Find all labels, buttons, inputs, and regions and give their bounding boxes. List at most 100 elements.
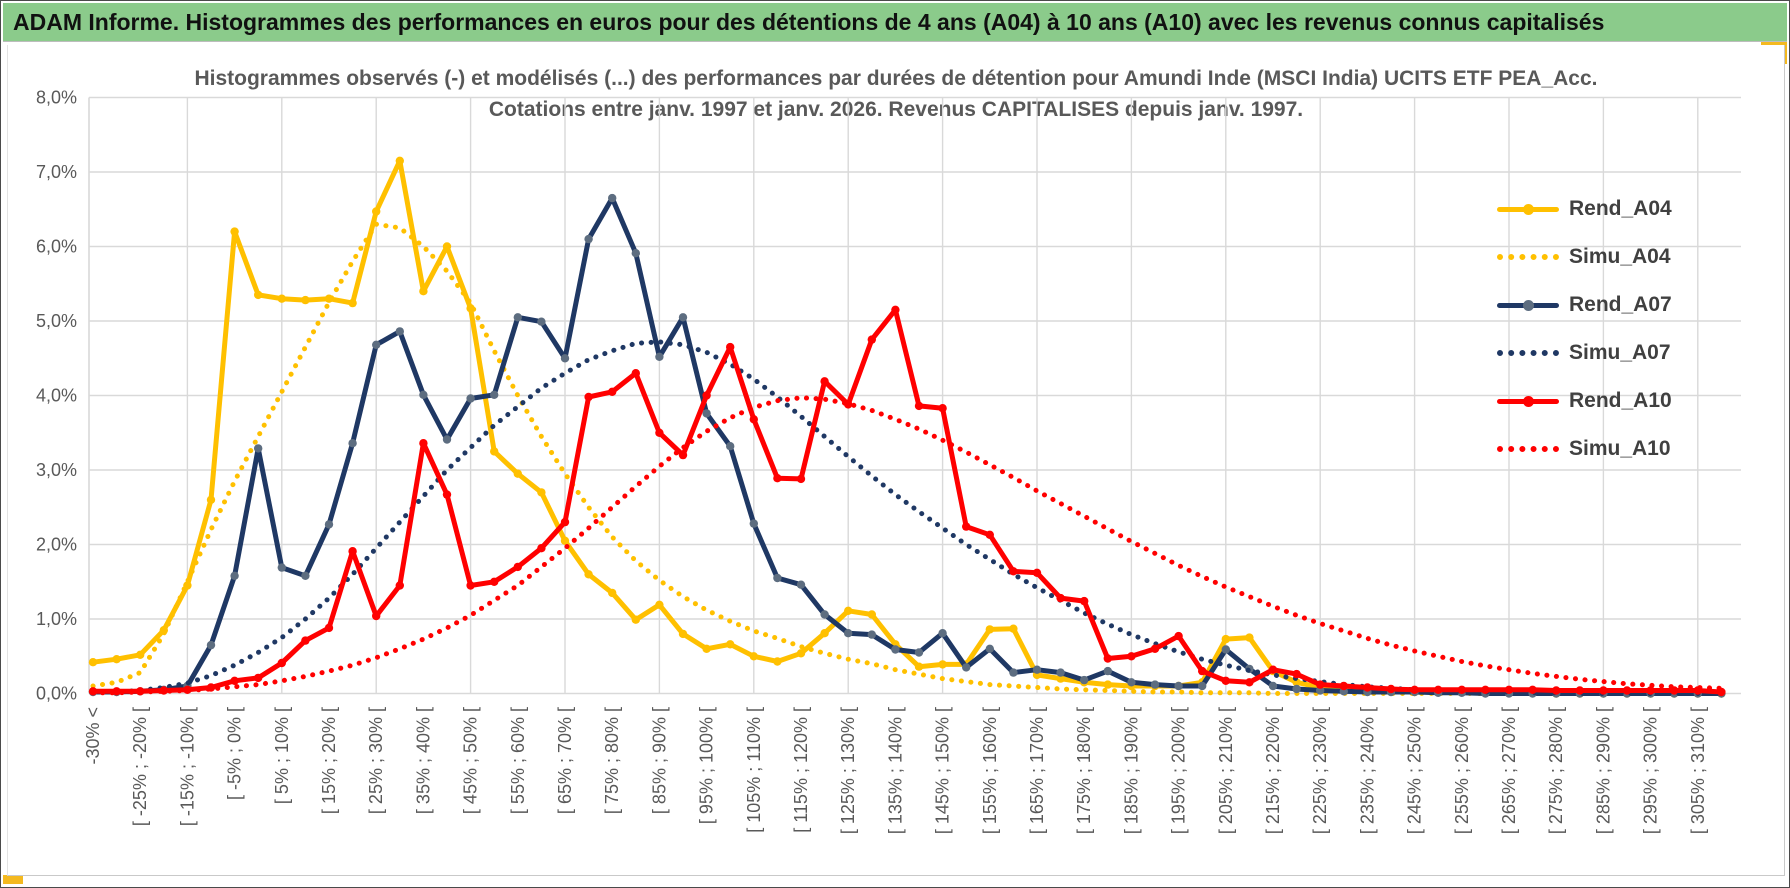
- marker-Rend_A10: [513, 562, 522, 572]
- marker-Rend_A10: [1245, 678, 1254, 687]
- marker-Rend_A04: [112, 655, 121, 664]
- chart-object-frame[interactable]: [7, 45, 1785, 876]
- x-axis-label: -30% <: [83, 707, 103, 765]
- marker-Rend_A10: [348, 547, 357, 556]
- marker-Rend_A07: [301, 571, 310, 580]
- marker-Rend_A10: [1221, 676, 1231, 685]
- y-axis-label: 2,0%: [36, 535, 77, 555]
- x-axis-label: [ 135% ; 140% [: [885, 707, 905, 834]
- marker-Rend_A10: [372, 611, 381, 621]
- marker-Rend_A04: [136, 650, 145, 659]
- series-Simu_A10: [90, 395, 1724, 696]
- marker-Rend_A10: [608, 387, 617, 396]
- marker-Rend_A04: [372, 207, 381, 216]
- marker-Rend_A07: [726, 442, 735, 451]
- legend-entry-Rend_A07[interactable]: Rend_A07: [1497, 281, 1727, 329]
- x-axis-label: [ 225% ; 230% [: [1310, 707, 1330, 834]
- legend-entry-Rend_A04[interactable]: Rend_A04: [1497, 185, 1727, 233]
- marker-Rend_A07: [773, 573, 782, 583]
- y-axis-label: 0,0%: [36, 684, 77, 704]
- marker-Rend_A04: [773, 657, 782, 666]
- x-axis-label: [ 25% ; 30% [: [366, 707, 386, 814]
- marker-Rend_A10: [1056, 593, 1065, 603]
- marker-Rend_A07: [206, 640, 216, 650]
- marker-swatch: [1523, 204, 1534, 215]
- marker-Rend_A10: [867, 335, 876, 344]
- x-axis-label: [ 235% ; 240% [: [1357, 707, 1377, 834]
- marker-Rend_A07: [372, 340, 381, 349]
- x-axis-label: [ 145% ; 150% [: [933, 707, 953, 834]
- marker-Rend_A07: [348, 439, 357, 448]
- marker-Rend_A10: [442, 490, 452, 499]
- x-axis-label: [ -15% ; -10% [: [177, 707, 197, 826]
- banner: ADAM Informe. Histogrammes des performan…: [3, 3, 1787, 42]
- marker-Rend_A04: [230, 227, 239, 236]
- legend-sample-dotted-line: [1497, 347, 1559, 359]
- marker-Rend_A04: [867, 610, 876, 619]
- marker-Rend_A04: [348, 298, 357, 308]
- legend-sample-solid-line: [1497, 203, 1559, 215]
- x-axis-label: [ 205% ; 210% [: [1216, 707, 1236, 834]
- marker-Rend_A10: [773, 474, 782, 483]
- marker-Rend_A07: [1080, 675, 1089, 685]
- marker-swatch: [1523, 300, 1534, 311]
- marker-Rend_A07: [490, 390, 499, 399]
- marker-Rend_A07: [1316, 686, 1325, 695]
- marker-Rend_A10: [1009, 567, 1018, 576]
- x-axis-label: [ 45% ; 50% [: [461, 707, 481, 814]
- marker-Rend_A10: [1316, 680, 1325, 689]
- marker-Rend_A07: [277, 563, 286, 572]
- marker-Rend_A04: [254, 290, 263, 300]
- marker-Rend_A10: [1599, 686, 1608, 695]
- chart-title-line1: Histogrammes observés (-) et modélisés (…: [194, 67, 1598, 90]
- dotted-line-swatch: [1497, 350, 1559, 356]
- marker-Rend_A10: [962, 522, 971, 531]
- x-axis-label: [ 15% ; 20% [: [319, 707, 339, 814]
- x-axis-label: [ 85% ; 90% [: [649, 707, 669, 814]
- marker-Rend_A04: [584, 570, 593, 579]
- marker-Rend_A04: [914, 662, 924, 671]
- x-axis-label: [ 75% ; 80% [: [602, 707, 622, 814]
- marker-Rend_A10: [914, 401, 924, 411]
- marker-Rend_A10: [1127, 652, 1136, 661]
- y-axis-label: 3,0%: [36, 460, 77, 480]
- marker-Rend_A10: [537, 544, 546, 553]
- marker-Rend_A10: [1622, 686, 1632, 695]
- y-axis-label: 7,0%: [36, 162, 77, 182]
- marker-swatch: [1523, 396, 1534, 407]
- marker-Rend_A10: [820, 377, 829, 386]
- marker-Rend_A10: [985, 530, 994, 539]
- marker-Rend_A07: [395, 327, 404, 336]
- marker-Rend_A04: [1103, 680, 1113, 689]
- y-axis-label: 6,0%: [36, 237, 77, 257]
- marker-Rend_A07: [1268, 681, 1278, 691]
- legend-label: Rend_A10: [1569, 389, 1672, 412]
- marker-Rend_A07: [466, 394, 475, 403]
- marker-Rend_A10: [1363, 683, 1372, 692]
- marker-Rend_A10: [277, 658, 286, 668]
- series: [88, 156, 1726, 698]
- x-axis-label: [ 185% ; 190% [: [1121, 707, 1141, 834]
- marker-Rend_A04: [796, 649, 806, 658]
- legend-entry-Rend_A10[interactable]: Rend_A10: [1497, 377, 1727, 425]
- marker-Rend_A07: [254, 444, 263, 453]
- legend-sample-solid-line: [1497, 299, 1559, 311]
- marker-Rend_A10: [726, 342, 735, 352]
- legend-entry-Simu_A10[interactable]: Simu_A10: [1497, 425, 1727, 473]
- x-axis-label: [ -25% ; -20% [: [130, 707, 150, 826]
- marker-Rend_A04: [419, 287, 428, 296]
- marker-Rend_A07: [1198, 681, 1207, 691]
- y-axis-label: 8,0%: [36, 88, 77, 108]
- axis-labels: 0,0% 1,0% 2,0% 3,0% 4,0% 5,0% 6,0% 7,0% 8,0% -30%…: [36, 88, 1708, 835]
- marker-Rend_A10: [395, 581, 404, 590]
- marker-Rend_A10: [1198, 666, 1207, 676]
- x-axis-label: [ 65% ; 70% [: [555, 707, 575, 814]
- marker-Rend_A10: [1032, 568, 1042, 577]
- legend-sample-dotted-line: [1497, 443, 1559, 455]
- banner-title: ADAM Informe. Histogrammes des performan…: [13, 8, 1605, 35]
- marker-Rend_A10: [1552, 686, 1561, 695]
- x-axis-label: [ 245% ; 250% [: [1405, 707, 1425, 834]
- legend-entry-Simu_A07[interactable]: Simu_A07: [1497, 329, 1727, 377]
- legend-entry-Simu_A04[interactable]: Simu_A04: [1497, 233, 1727, 281]
